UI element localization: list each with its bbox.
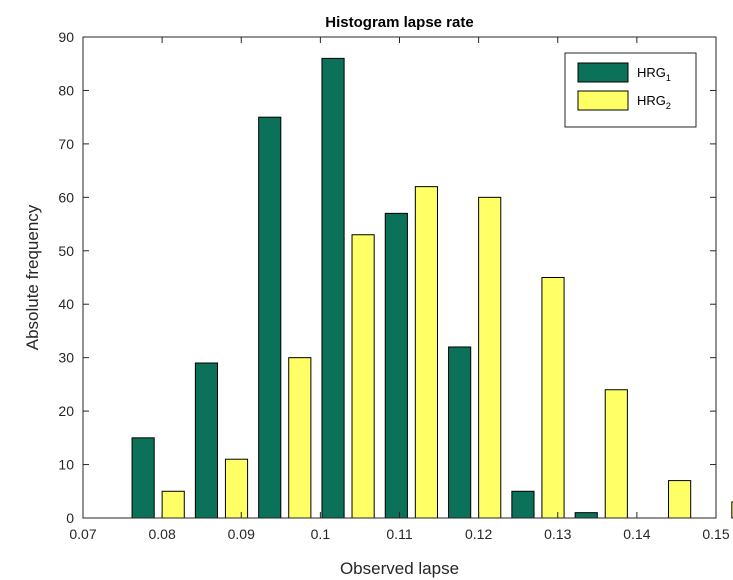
bar-hrg2-8 — [668, 480, 692, 519]
y-tick-label: 40 — [58, 296, 74, 312]
bar-hrg1-6 — [511, 490, 535, 519]
bar-hrg1-2 — [258, 116, 282, 519]
legend-label-hrg1: HRG1 — [637, 65, 671, 83]
x-tick-label: 0.08 — [149, 526, 176, 542]
y-tick-label: 90 — [58, 29, 74, 45]
y-tick-label: 60 — [58, 189, 74, 205]
bar-hrg2-2 — [288, 357, 312, 519]
x-tick-label: 0.12 — [465, 526, 492, 542]
legend-label-hrg2: HRG2 — [637, 93, 671, 111]
y-tick-label: 80 — [58, 82, 74, 98]
bar-hrg2-4 — [414, 186, 438, 519]
bar-hrg2-3 — [351, 234, 375, 519]
ticks-layer: 0.07 0.08 0.09 0.1 0.11 0.12 0.13 0.14 0.15 0 10 20… — [58, 29, 729, 542]
x-tick-label: 0.07 — [69, 526, 96, 542]
bar-hrg1-0 — [131, 437, 155, 519]
x-tick-label: 0.15 — [702, 526, 729, 542]
y-tick-label: 0 — [66, 510, 74, 526]
bar-hrg2-7 — [604, 389, 628, 519]
x-tick-label: 0.11 — [386, 526, 412, 542]
y-tick-label: 30 — [58, 350, 74, 366]
legend-swatch-hrg1 — [577, 62, 629, 83]
y-axis-label: Absolute frequency — [23, 204, 42, 350]
bar-hrg2-5 — [478, 196, 502, 519]
x-axis-label: Observed lapse — [340, 559, 459, 578]
legend: HRG1 HRG2 — [564, 52, 697, 128]
y-tick-label: 10 — [58, 457, 74, 473]
x-tick-label: 0.13 — [544, 526, 571, 542]
bar-hrg1-3 — [321, 57, 345, 519]
y-tick-label: 70 — [58, 136, 74, 152]
x-tick-label: 0.14 — [623, 526, 650, 542]
legend-swatch-hrg2 — [577, 90, 629, 111]
y-tick-label: 20 — [58, 403, 74, 419]
bar-hrg2-9 — [731, 501, 733, 519]
x-tick-label: 0.09 — [228, 526, 255, 542]
bar-hrg1-4 — [384, 212, 408, 519]
bar-hrg1-1 — [194, 362, 219, 519]
y-tick-label: 50 — [58, 243, 74, 259]
bar-hrg2-0 — [161, 490, 185, 519]
chart-title: Histogram lapse rate — [325, 14, 473, 31]
bar-hrg2-1 — [224, 458, 249, 519]
bar-hrg2-6 — [541, 277, 565, 519]
bars-layer — [131, 57, 733, 519]
x-tick-label: 0.1 — [311, 526, 331, 542]
bar-hrg1-7 — [574, 512, 598, 519]
bar-hrg1-5 — [448, 346, 472, 519]
